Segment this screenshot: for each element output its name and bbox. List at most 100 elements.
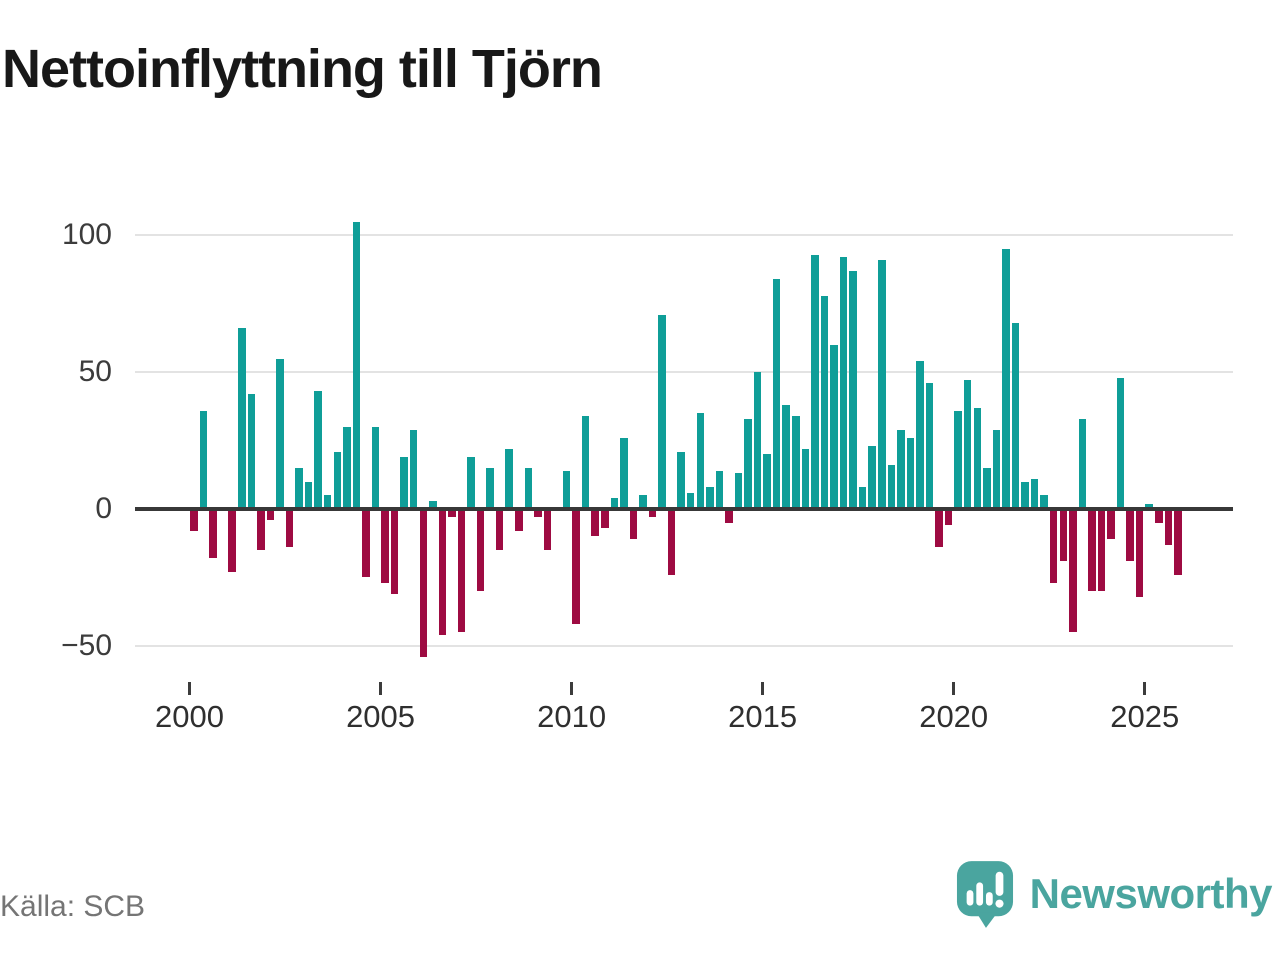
- bar: [1097, 509, 1106, 592]
- bar: [610, 498, 619, 509]
- bar: [792, 416, 800, 509]
- bar: [505, 448, 513, 509]
- bar: [753, 372, 762, 509]
- bar: [858, 487, 867, 509]
- bar: [457, 509, 466, 633]
- bar: [467, 457, 475, 509]
- bar: [1088, 509, 1096, 592]
- bar: [916, 361, 924, 509]
- bar: [1011, 323, 1020, 509]
- bar: [973, 407, 982, 509]
- bar: [830, 344, 838, 509]
- bar: [515, 509, 523, 531]
- x-axis-label: 2010: [537, 699, 607, 734]
- y-axis-label: 100: [61, 218, 112, 252]
- bar: [1164, 509, 1173, 545]
- bar: [1002, 249, 1010, 509]
- bar: [371, 426, 380, 509]
- bar: [400, 457, 408, 509]
- bar: [667, 509, 676, 575]
- bar: [495, 509, 504, 550]
- bar: [629, 509, 638, 540]
- bar: [772, 279, 781, 509]
- bar: [543, 509, 552, 550]
- bar: [1107, 509, 1115, 540]
- bar: [677, 451, 685, 509]
- newsworthy-brand: Newsworthy: [956, 860, 1273, 928]
- bar: [620, 437, 628, 509]
- bar: [390, 509, 399, 594]
- x-axis-label: 2005: [346, 699, 416, 734]
- y-axis-label: 0: [95, 492, 112, 525]
- bar: [581, 416, 590, 509]
- bar: [992, 429, 1001, 509]
- bar: [725, 509, 733, 523]
- bar: [648, 509, 657, 518]
- bar: [352, 221, 361, 509]
- y-axis-label: −50: [61, 628, 112, 662]
- bar: [285, 509, 294, 548]
- bar: [323, 495, 332, 509]
- bar: [1069, 509, 1077, 633]
- bar: [266, 509, 275, 520]
- bar: [1126, 509, 1134, 561]
- bar: [228, 509, 236, 572]
- chart-title: Nettoinflyttning till Tjörn: [2, 39, 603, 99]
- bar: [944, 509, 953, 526]
- bar: [1059, 509, 1068, 561]
- bar: [639, 495, 647, 509]
- bar: [849, 271, 857, 509]
- bar: [706, 487, 714, 509]
- bar: [190, 509, 198, 531]
- bar: [983, 468, 991, 509]
- x-axis-tick: [188, 682, 191, 695]
- bar: [935, 509, 943, 548]
- bar: [734, 473, 743, 509]
- bar: [1049, 509, 1058, 583]
- bar: [486, 468, 494, 509]
- bar: [878, 260, 886, 509]
- gridline-y--50: [135, 644, 1233, 647]
- bar: [658, 314, 666, 509]
- bar: [199, 410, 208, 509]
- bar: [448, 509, 456, 518]
- bar: [476, 509, 485, 592]
- bar: [744, 418, 752, 509]
- bar: [314, 391, 322, 509]
- bar: [429, 500, 437, 509]
- bar: [1030, 478, 1039, 509]
- bar: [1021, 481, 1029, 509]
- gridline-y-100: [135, 234, 1233, 237]
- x-axis-tick: [1143, 682, 1147, 695]
- bar: [1174, 509, 1182, 575]
- bar: [811, 254, 819, 509]
- bar: [419, 509, 428, 657]
- x-axis-label: 2015: [728, 699, 798, 734]
- x-axis-tick: [761, 682, 765, 695]
- bar: [763, 454, 771, 509]
- bar: [1040, 495, 1048, 509]
- source-caption: Källa: SCB: [0, 890, 146, 923]
- bar: [524, 468, 533, 509]
- bar: [820, 295, 829, 509]
- bar: [868, 446, 876, 509]
- bar: [295, 468, 303, 509]
- bar: [925, 383, 934, 509]
- bar: [257, 509, 265, 550]
- bar: [1145, 503, 1153, 509]
- bar: [715, 470, 724, 509]
- bar: [562, 470, 571, 509]
- bar: [1116, 377, 1125, 509]
- zero-axis-line: [135, 507, 1233, 511]
- bar: [238, 328, 246, 509]
- x-axis-label: 2000: [155, 699, 224, 734]
- bar: [696, 413, 705, 509]
- bar: [591, 509, 599, 537]
- bar: [362, 509, 370, 578]
- bar: [1078, 418, 1087, 509]
- bar: [801, 448, 810, 509]
- bar: [839, 257, 848, 509]
- bar: [343, 426, 351, 509]
- x-axis-tick: [379, 682, 383, 695]
